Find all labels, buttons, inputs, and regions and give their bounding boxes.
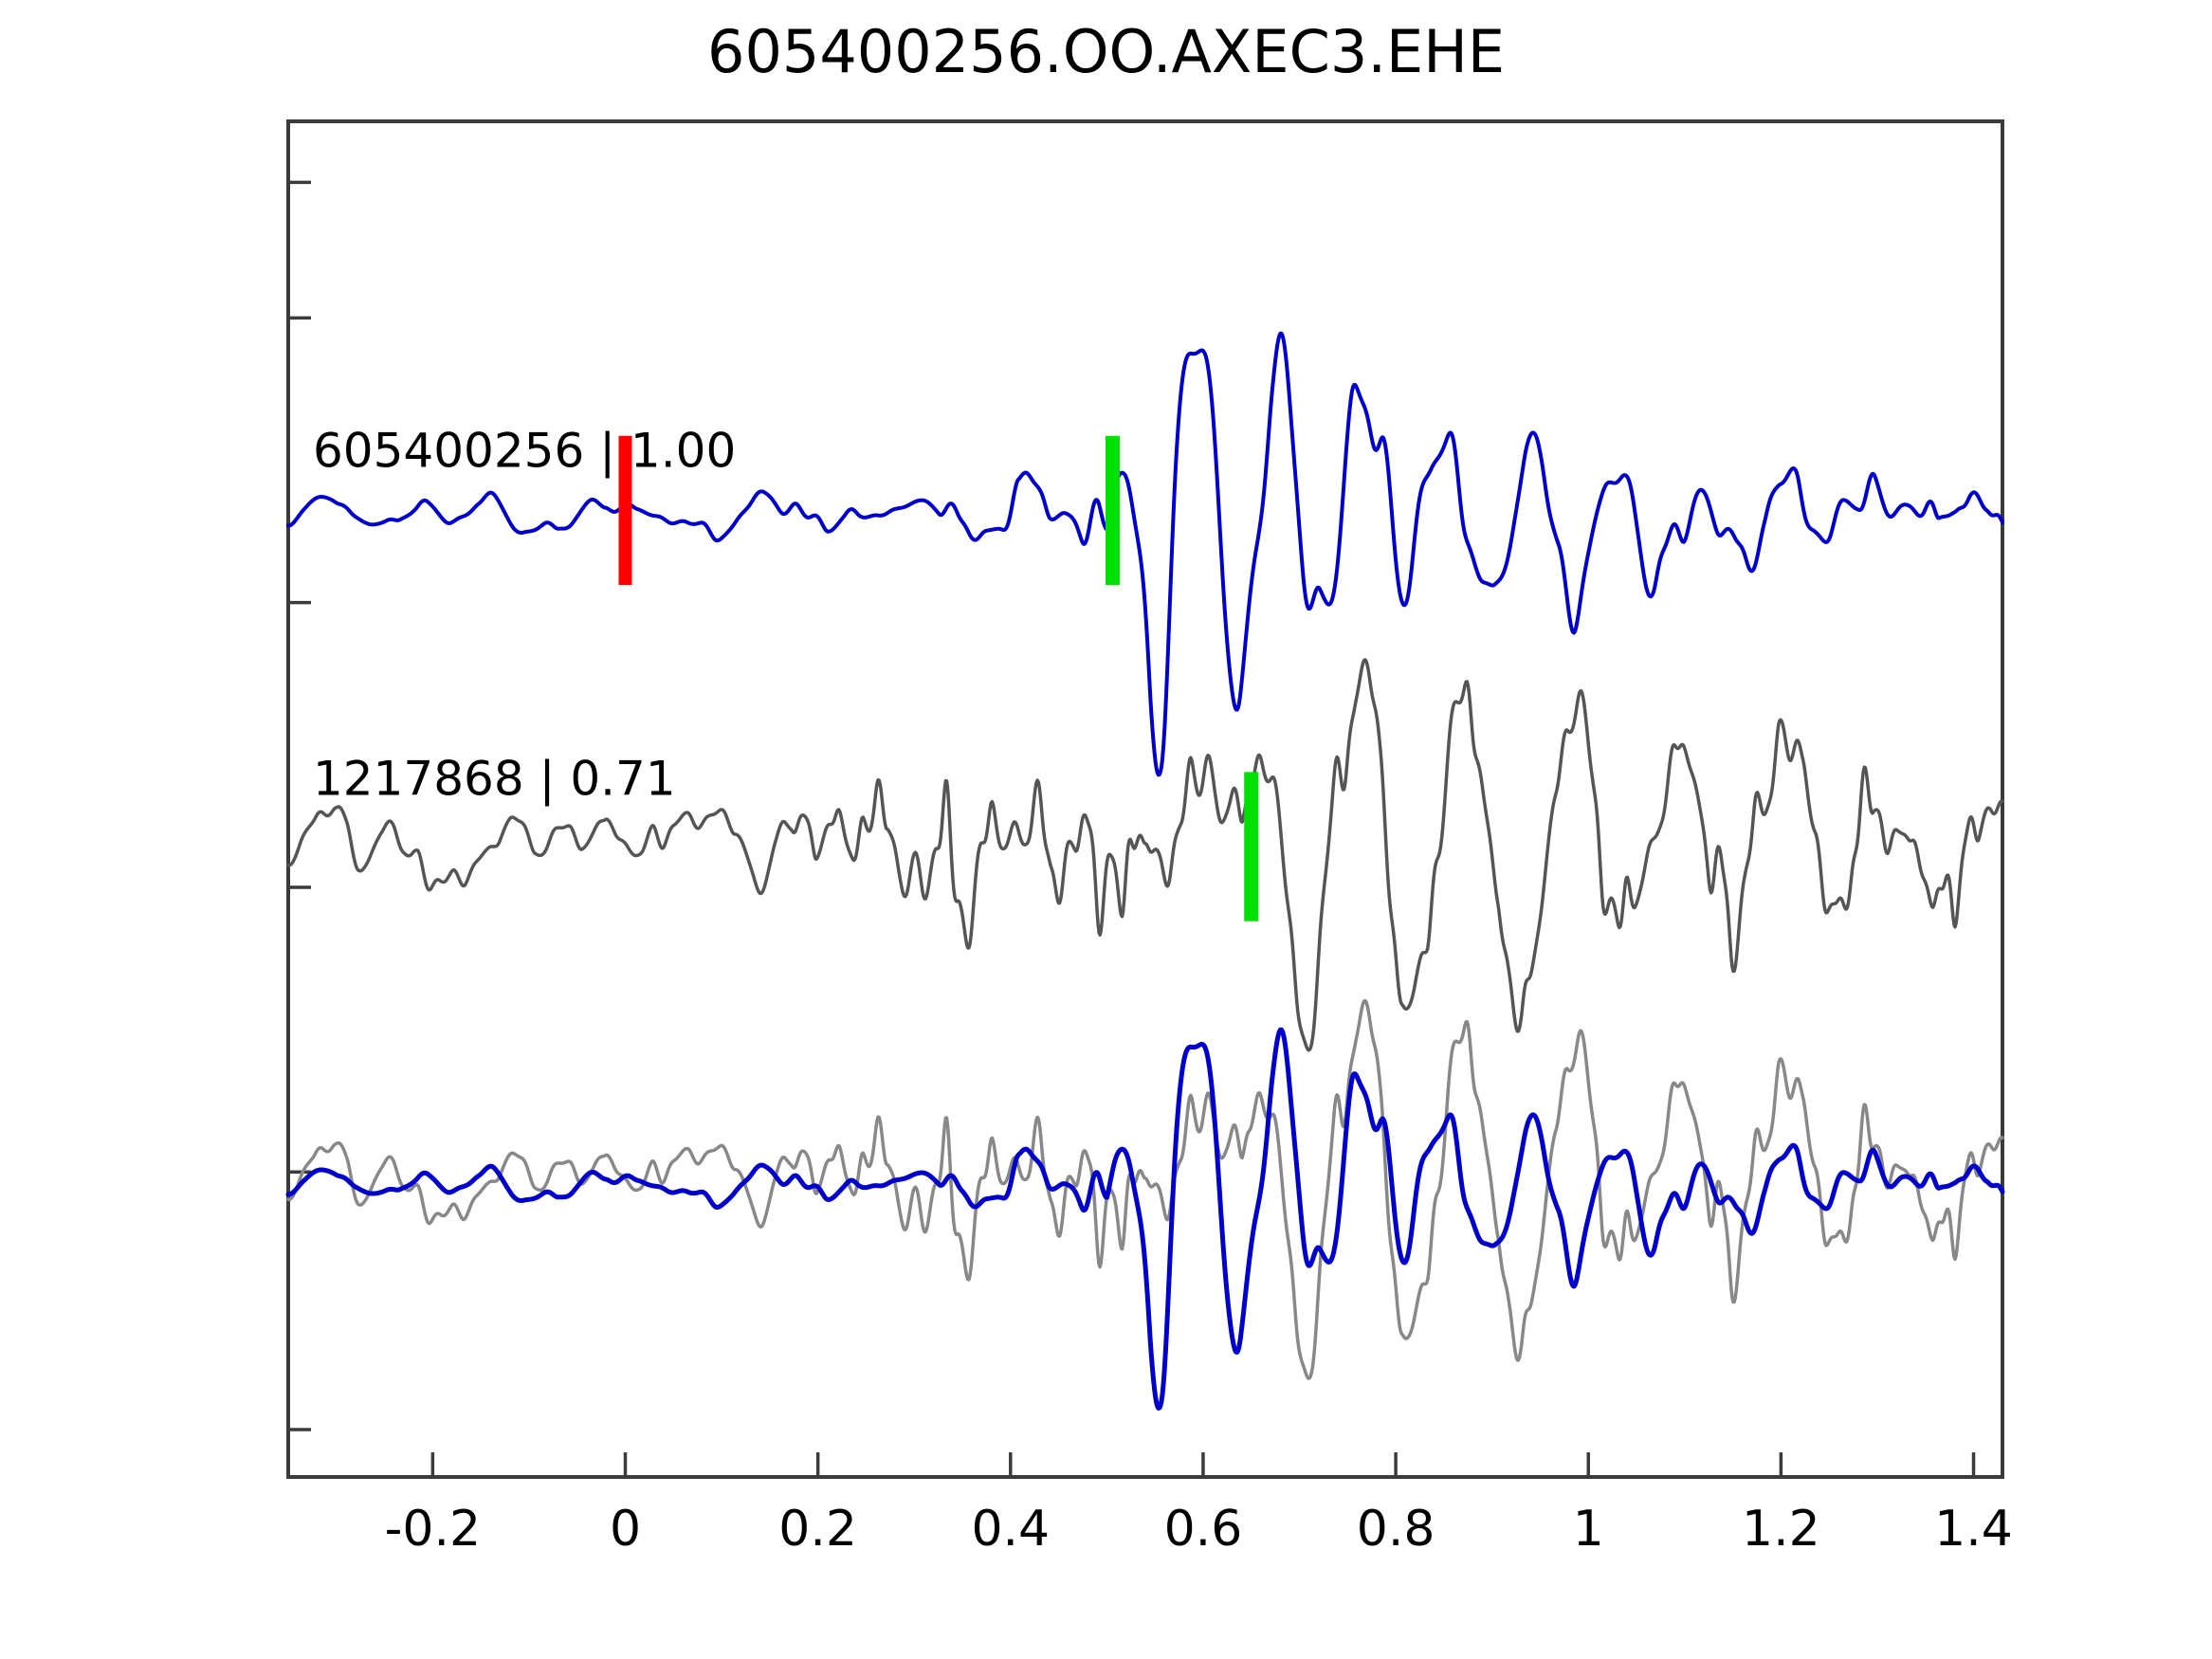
detection-trace (286, 658, 2004, 1052)
waveform-traces (285, 331, 2005, 1411)
x-tick-label: 0 (610, 1501, 641, 1558)
detection-trace-label: 1217868 | 0.71 (313, 752, 676, 807)
template-trace-label: 605400256 | 1.00 (313, 424, 736, 479)
x-tick-label: -0.2 (385, 1501, 481, 1558)
axis-ticks: -0.2 0 0.2 0.4 0.6 0.8 1 1.2 1.4 (288, 180, 2013, 1558)
plot-frame (286, 119, 2004, 1479)
origin-pick-marker (618, 435, 632, 586)
x-tick-label: 0.6 (1164, 1501, 1243, 1558)
phase-pick-detection (1244, 772, 1259, 921)
trace-labels: 605400256 | 1.00 1217868 | 0.71 (313, 424, 736, 807)
x-tick-label: 1 (1573, 1501, 1604, 1558)
x-tick-label: 0.8 (1357, 1501, 1435, 1558)
x-tick-label: 0.4 (971, 1501, 1050, 1558)
overlay-template (285, 1027, 2005, 1411)
plot-border (286, 119, 2004, 1479)
x-tick-label: 1.4 (1934, 1501, 2013, 1558)
overlay-detection (286, 998, 2004, 1380)
x-tick-label: 1.2 (1742, 1501, 1820, 1558)
phase-pick-template (1105, 435, 1120, 586)
x-tick-label: 0.2 (778, 1501, 857, 1558)
page-title: 605400256.OO.AXEC3.EHE (707, 17, 1505, 86)
template-trace (286, 331, 2004, 777)
pick-markers (618, 435, 1259, 921)
